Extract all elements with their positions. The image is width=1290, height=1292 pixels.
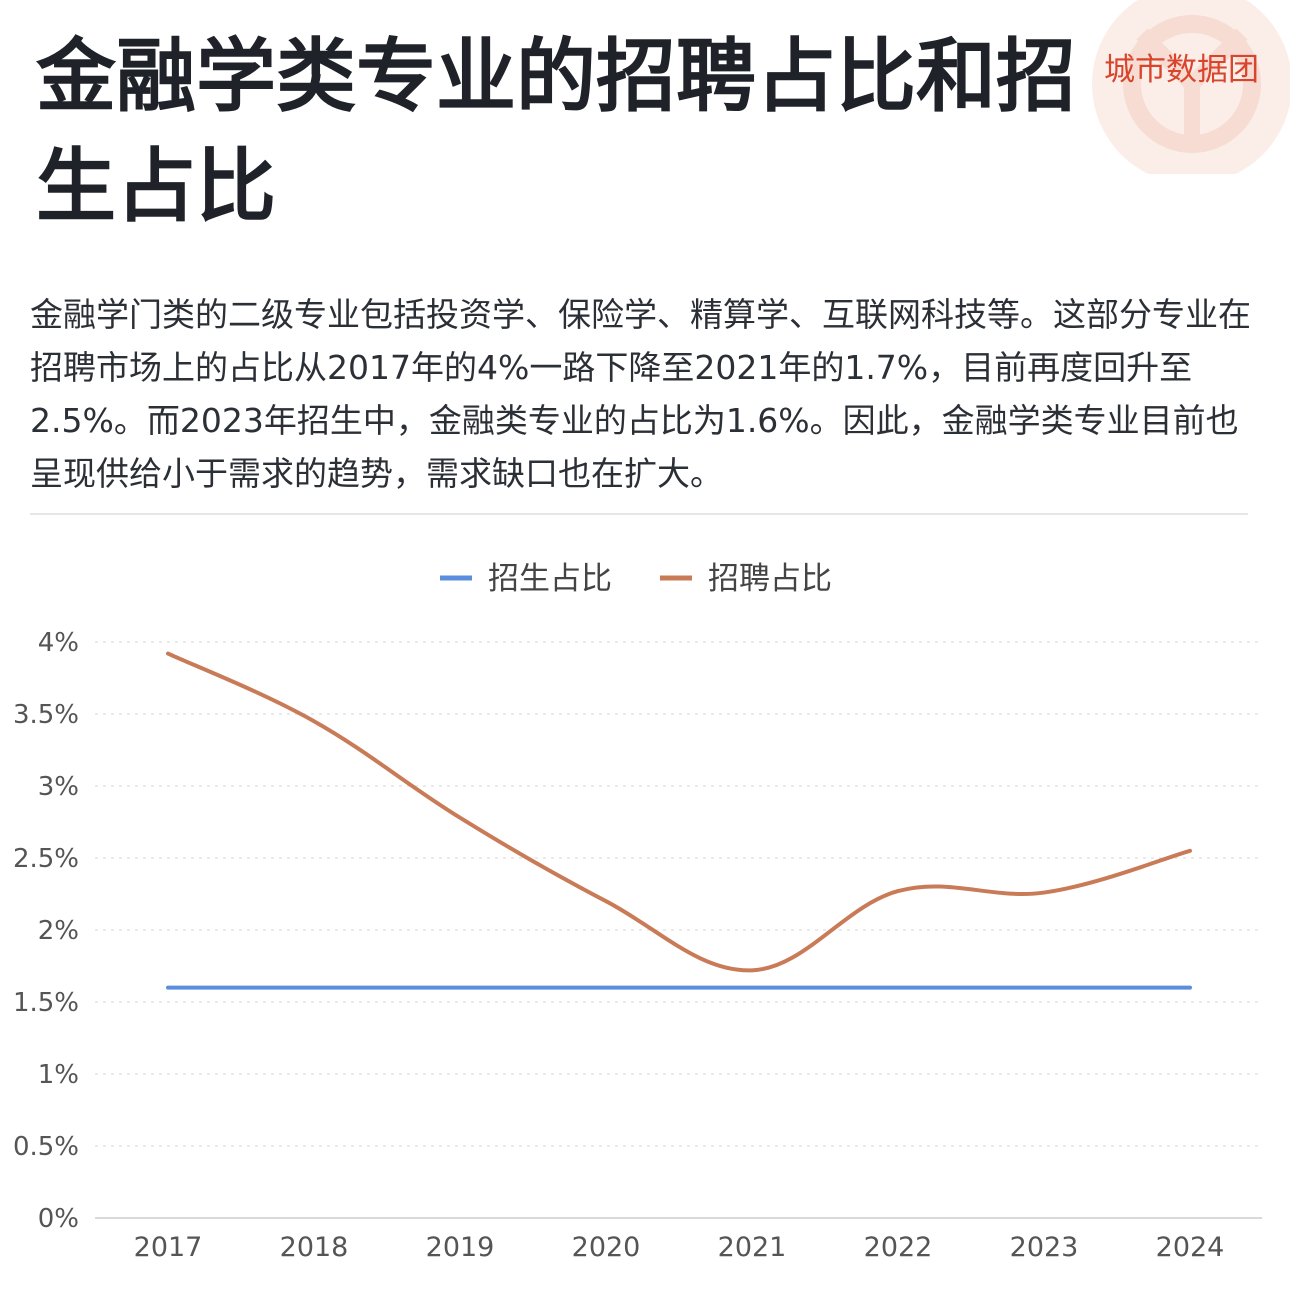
page-title: 金融学类专业的招聘占比和招生占比 [36, 30, 1076, 233]
legend-label: 招聘占比 [708, 561, 832, 597]
y-tick-label: 3.5% [13, 700, 79, 730]
grid-lines [95, 641, 1262, 1219]
y-tick-label: 3% [38, 772, 79, 802]
legend-item-enrollment[interactable]: 招生占比 [440, 561, 612, 597]
x-tick-label: 2017 [134, 1232, 203, 1263]
brand-logo-watermark [1092, 0, 1290, 174]
y-axis-ticks: 0% 0.5% 1% 1.5% 2% 2.5% 3% 3.5% 4% [13, 628, 79, 1234]
series-lines [166, 651, 1192, 990]
y-tick-label: 1.5% [13, 988, 79, 1018]
x-tick-label: 2021 [718, 1232, 787, 1263]
brand-name: 城市数据团 [1104, 52, 1259, 88]
y-tick-label: 0.5% [13, 1132, 79, 1162]
legend-label: 招生占比 [488, 561, 612, 597]
y-tick-label: 2.5% [13, 844, 79, 874]
line-chart: 0%0.5%1%1.5%2%2.5%3%3.5%4% 2017 2018 2019 2… [13, 561, 1262, 1263]
x-tick-label: 2023 [1010, 1232, 1079, 1263]
y-tick-label: 4% [38, 628, 79, 658]
x-tick-label: 2020 [572, 1232, 641, 1263]
y-tick-label: 0% [38, 1204, 79, 1234]
x-axis-ticks: 2017 2018 2019 2020 2021 2022 2023 2024 [134, 1232, 1225, 1263]
y-tick-label: 2% [38, 916, 79, 946]
y-tick-label: 1% [38, 1060, 79, 1090]
x-tick-label: 2018 [280, 1232, 349, 1263]
legend-item-recruitment[interactable]: 招聘占比 [660, 561, 832, 597]
legend: 招生占比 招聘占比 [440, 561, 832, 597]
x-tick-label: 2024 [1156, 1232, 1225, 1263]
divider [30, 513, 1248, 515]
x-tick-label: 2019 [426, 1232, 495, 1263]
intro-paragraph: 金融学门类的二级专业包括投资学、保险学、精算学、互联网科技等。这部分专业在招聘市… [30, 295, 1251, 493]
series-line-recruitment [166, 651, 1192, 973]
x-tick-label: 2022 [864, 1232, 933, 1263]
